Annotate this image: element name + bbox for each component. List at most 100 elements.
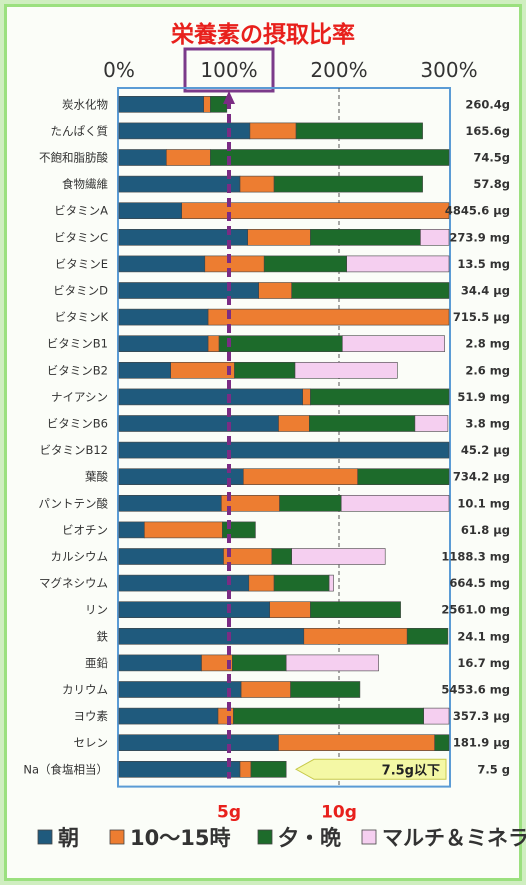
- category-label: 亜鉛: [85, 656, 108, 670]
- bar-segment: [258, 282, 293, 299]
- bar-segment: [118, 361, 172, 379]
- bar-segment: [118, 494, 222, 512]
- bar-segment: [294, 361, 398, 379]
- bar-segment: [263, 255, 348, 273]
- category-label: パントテン酸: [38, 496, 108, 510]
- legend-label: 10〜15時: [130, 826, 230, 850]
- total-value: 61.8 μg: [461, 523, 510, 537]
- bar-segment: [203, 96, 211, 113]
- bar-segment: [118, 96, 204, 113]
- bar-segment: [303, 627, 408, 645]
- bar-segment: [278, 415, 310, 432]
- category-label: ビタミンB2: [47, 363, 108, 377]
- total-value: 2.8 mg: [465, 337, 510, 351]
- bar-segment: [204, 255, 265, 273]
- category-label: リン: [85, 603, 108, 617]
- x-tick-label: 0%: [103, 58, 135, 82]
- total-value: 1188.3 mg: [441, 550, 510, 564]
- bar-segment: [346, 255, 450, 273]
- category-label: ビタミンA: [54, 204, 108, 218]
- bar-segment: [340, 494, 450, 512]
- legend-label: 夕・晩: [278, 826, 341, 850]
- bar-segment: [250, 760, 287, 778]
- total-value: 24.1 mg: [457, 629, 510, 643]
- total-value: 664.5 mg: [449, 576, 510, 590]
- bar-segment: [210, 96, 228, 113]
- legend-label: マルチ＆ミネラル: [382, 826, 526, 850]
- bar-segment: [295, 122, 423, 140]
- category-label: ビオチン: [62, 523, 108, 537]
- bar-segment: [118, 441, 450, 459]
- category-label: ビタミンE: [55, 257, 108, 271]
- bar-segment: [207, 308, 450, 326]
- bar-segment: [279, 494, 342, 512]
- category-label: Na（食塩相当）: [23, 762, 108, 776]
- bar-segment: [181, 202, 450, 219]
- total-value: 734.2 μg: [453, 470, 510, 484]
- bar-segment: [273, 574, 330, 592]
- bar-segment: [328, 574, 334, 592]
- bar-segment: [269, 601, 311, 619]
- total-value: 13.5 mg: [457, 257, 510, 271]
- limit-annotation-arrow: [294, 758, 447, 780]
- bottom-tick-label: 10g: [321, 803, 357, 823]
- category-label: セレン: [74, 736, 109, 750]
- bar-segment: [232, 654, 287, 672]
- bar-segment: [118, 335, 209, 353]
- legend-swatch: [109, 829, 125, 845]
- bar-segment: [118, 548, 224, 565]
- total-value: 34.4 μg: [461, 284, 510, 298]
- x-tick-label: 100%: [200, 58, 257, 82]
- bar-segment: [118, 760, 241, 778]
- total-value: 51.9 mg: [457, 390, 510, 404]
- category-label: 不飽和脂肪酸: [39, 151, 108, 165]
- bar-segment: [406, 627, 449, 645]
- category-label: ビタミンB1: [47, 337, 108, 351]
- total-value: 16.7 mg: [457, 656, 510, 670]
- bar-segment: [118, 308, 209, 326]
- legend-label: 朝: [58, 826, 79, 850]
- bar-segment: [118, 202, 183, 219]
- total-value: 2561.0 mg: [441, 603, 510, 617]
- bar-segment: [118, 654, 202, 672]
- legend-swatch: [257, 829, 273, 845]
- bar-segment: [218, 335, 343, 353]
- category-label: 食物繊維: [62, 177, 108, 191]
- bar-segment: [420, 229, 450, 246]
- x-tick-label: 200%: [310, 58, 367, 82]
- total-value: 10.1 mg: [457, 496, 510, 510]
- bar-segment: [118, 627, 305, 645]
- total-value: 4845.6 μg: [445, 204, 510, 218]
- bar-segment: [278, 734, 435, 752]
- total-value: 260.4g: [465, 97, 510, 111]
- category-label: ビタミンD: [53, 284, 108, 298]
- bar-segment: [341, 335, 445, 353]
- bar-segment: [310, 388, 450, 406]
- total-value: 45.2 μg: [461, 443, 510, 457]
- bar-segment: [302, 388, 311, 406]
- marker-arrowhead: [223, 91, 235, 104]
- total-value: 715.5 μg: [453, 310, 510, 324]
- category-label: ビタミンC: [54, 230, 108, 244]
- category-label: たんぱく質: [51, 124, 109, 138]
- legend-swatch: [361, 829, 377, 845]
- plot-area: [117, 87, 451, 788]
- total-value: 2.6 mg: [465, 363, 510, 377]
- bar-segment: [118, 468, 244, 486]
- legend-swatch: [37, 829, 53, 845]
- total-value: 273.9 mg: [449, 230, 510, 244]
- bar-segment: [357, 468, 450, 486]
- category-label: ナイアシン: [51, 390, 108, 404]
- category-label: ヨウ素: [74, 709, 109, 723]
- bar-segment: [310, 229, 421, 246]
- chart-title: 栄養素の摂取比率: [170, 21, 355, 48]
- category-label: 葉酸: [85, 470, 108, 484]
- category-label: ビタミンB6: [47, 417, 108, 431]
- bar-segment: [273, 175, 423, 193]
- bar-segment: [423, 707, 450, 725]
- total-value: 7.5 g: [477, 762, 510, 776]
- bottom-tick-label: 5g: [217, 803, 241, 823]
- bar-segment: [118, 175, 241, 193]
- category-label: 鉄: [97, 629, 109, 643]
